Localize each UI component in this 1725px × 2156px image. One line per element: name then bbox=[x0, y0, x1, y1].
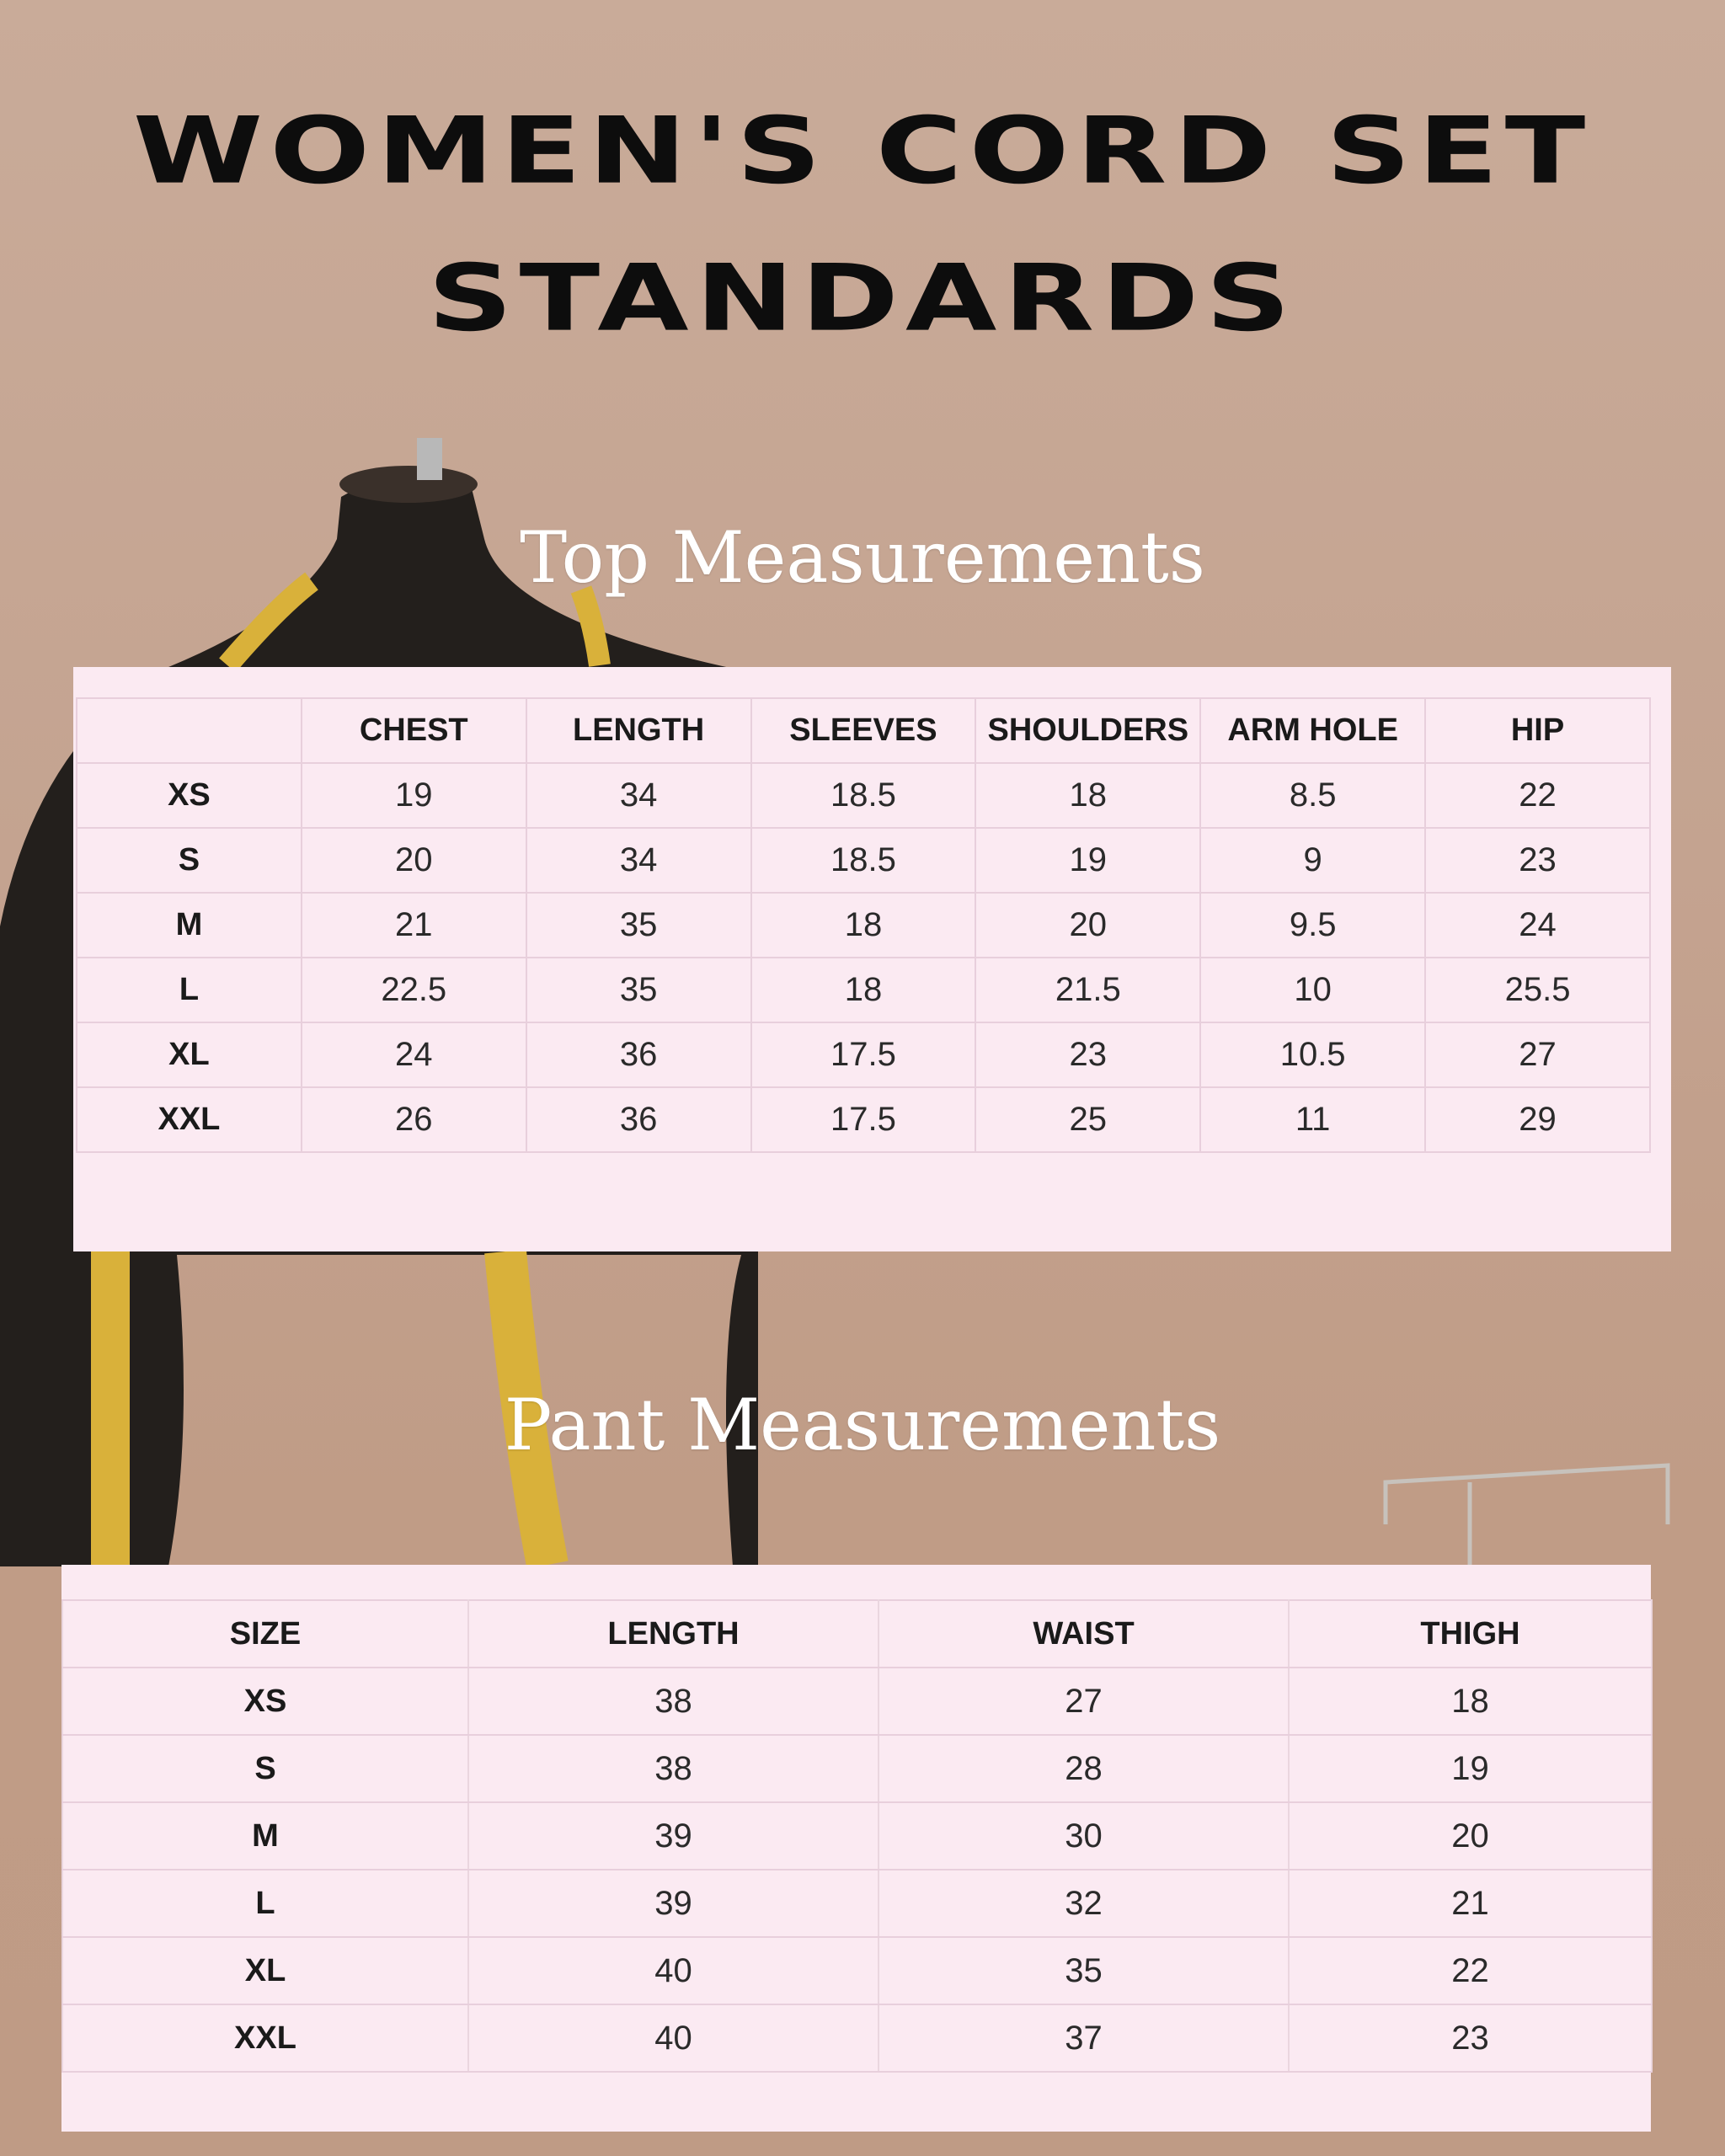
measurement-cell: 17.5 bbox=[750, 1086, 977, 1153]
column-header: LENGTH bbox=[525, 697, 752, 764]
header-row: CHEST LENGTH SLEEVES SHOULDERS ARM HOLE HIP bbox=[76, 697, 1651, 764]
measurement-cell: 19 bbox=[1288, 1734, 1653, 1803]
measurement-cell: 10.5 bbox=[1199, 1022, 1427, 1088]
column-header: ARM HOLE bbox=[1199, 697, 1427, 764]
measurement-cell: 36 bbox=[525, 1022, 752, 1088]
measurement-cell: 27 bbox=[878, 1667, 1290, 1736]
measurement-cell: 18.5 bbox=[750, 827, 977, 894]
table-row: XXL 40 37 23 bbox=[61, 2004, 1653, 2073]
top-measurements-table: CHEST LENGTH SLEEVES SHOULDERS ARM HOLE HIP XS… bbox=[76, 697, 1651, 1153]
size-label: XL bbox=[61, 1936, 469, 2005]
measurement-cell: 36 bbox=[525, 1086, 752, 1153]
size-label: XL bbox=[76, 1022, 302, 1088]
table-row: M 21 35 18 20 9.5 24 bbox=[76, 892, 1651, 958]
size-label: S bbox=[76, 827, 302, 894]
measurement-cell: 18 bbox=[750, 892, 977, 958]
measurement-cell: 18 bbox=[750, 957, 977, 1023]
measurement-cell: 21 bbox=[1288, 1869, 1653, 1938]
page-title-line2: STANDARDS bbox=[427, 245, 1298, 353]
pant-measurements-table: SIZE LENGTH WAIST THIGH XS 38 27 18 S 38 28 19 M 39 30… bbox=[61, 1599, 1653, 2073]
measurement-cell: 11 bbox=[1199, 1086, 1427, 1153]
measurement-cell: 39 bbox=[467, 1801, 879, 1870]
measurement-cell: 8.5 bbox=[1199, 762, 1427, 829]
column-header: WAIST bbox=[878, 1599, 1290, 1668]
table-row: XS 38 27 18 bbox=[61, 1667, 1653, 1736]
table-row: M 39 30 20 bbox=[61, 1801, 1653, 1870]
measurement-cell: 27 bbox=[1424, 1022, 1651, 1088]
measurement-cell: 35 bbox=[878, 1936, 1290, 2005]
measurement-cell: 34 bbox=[525, 762, 752, 829]
top-measurements-heading: Top Measurements bbox=[520, 516, 1205, 599]
measurement-cell: 39 bbox=[467, 1869, 879, 1938]
measurement-cell: 35 bbox=[525, 957, 752, 1023]
column-header: LENGTH bbox=[467, 1599, 879, 1668]
column-header: THIGH bbox=[1288, 1599, 1653, 1668]
measurement-cell: 25 bbox=[975, 1086, 1202, 1153]
column-header: SLEEVES bbox=[750, 697, 977, 764]
measurement-cell: 18 bbox=[1288, 1667, 1653, 1736]
size-label: XXL bbox=[76, 1086, 302, 1153]
measurement-cell: 30 bbox=[878, 1801, 1290, 1870]
measurement-cell: 35 bbox=[525, 892, 752, 958]
measurement-cell: 29 bbox=[1424, 1086, 1651, 1153]
table-row: L 39 32 21 bbox=[61, 1869, 1653, 1938]
measurement-cell: 9.5 bbox=[1199, 892, 1427, 958]
measurement-cell: 28 bbox=[878, 1734, 1290, 1803]
measurement-cell: 19 bbox=[300, 762, 527, 829]
pant-measurements-heading: Pant Measurements bbox=[504, 1384, 1221, 1466]
measurement-cell: 32 bbox=[878, 1869, 1290, 1938]
measurement-cell: 22 bbox=[1424, 762, 1651, 829]
measurement-cell: 24 bbox=[1424, 892, 1651, 958]
size-label: L bbox=[76, 957, 302, 1023]
column-header: HIP bbox=[1424, 697, 1651, 764]
table-row: S 20 34 18.5 19 9 23 bbox=[76, 827, 1651, 894]
measurement-cell: 40 bbox=[467, 1936, 879, 2005]
measurement-cell: 18.5 bbox=[750, 762, 977, 829]
measurement-cell: 24 bbox=[300, 1022, 527, 1088]
measurement-cell: 20 bbox=[300, 827, 527, 894]
column-header: SHOULDERS bbox=[975, 697, 1202, 764]
table-row: XXL 26 36 17.5 25 11 29 bbox=[76, 1086, 1651, 1153]
size-label: S bbox=[61, 1734, 469, 1803]
measurement-cell: 23 bbox=[1424, 827, 1651, 894]
measurement-cell: 40 bbox=[467, 2004, 879, 2073]
table-row: L 22.5 35 18 21.5 10 25.5 bbox=[76, 957, 1651, 1023]
measurement-cell: 38 bbox=[467, 1667, 879, 1736]
measurement-cell: 34 bbox=[525, 827, 752, 894]
size-label: XS bbox=[76, 762, 302, 829]
measurement-cell: 20 bbox=[975, 892, 1202, 958]
measurement-cell: 10 bbox=[1199, 957, 1427, 1023]
measurement-cell: 21 bbox=[300, 892, 527, 958]
size-label: M bbox=[76, 892, 302, 958]
measurement-cell: 18 bbox=[975, 762, 1202, 829]
measurement-cell: 22.5 bbox=[300, 957, 527, 1023]
column-header: CHEST bbox=[300, 697, 527, 764]
size-label: L bbox=[61, 1869, 469, 1938]
page-title-line1: WOMEN'S CORD SET bbox=[132, 98, 1593, 205]
table-row: S 38 28 19 bbox=[61, 1734, 1653, 1803]
measurement-cell: 9 bbox=[1199, 827, 1427, 894]
column-header: SIZE bbox=[61, 1599, 469, 1668]
size-label: XXL bbox=[61, 2004, 469, 2073]
top-measurements-panel: CHEST LENGTH SLEEVES SHOULDERS ARM HOLE HIP XS… bbox=[73, 667, 1671, 1251]
measurement-cell: 25.5 bbox=[1424, 957, 1651, 1023]
measurement-cell: 21.5 bbox=[975, 957, 1202, 1023]
measurement-cell: 37 bbox=[878, 2004, 1290, 2073]
table-row: XL 40 35 22 bbox=[61, 1936, 1653, 2005]
size-label: XS bbox=[61, 1667, 469, 1736]
measurement-cell: 20 bbox=[1288, 1801, 1653, 1870]
measurement-cell: 19 bbox=[975, 827, 1202, 894]
header-row: SIZE LENGTH WAIST THIGH bbox=[61, 1599, 1653, 1668]
measurement-cell: 17.5 bbox=[750, 1022, 977, 1088]
table-row: XL 24 36 17.5 23 10.5 27 bbox=[76, 1022, 1651, 1088]
column-header bbox=[76, 697, 302, 764]
measurement-cell: 38 bbox=[467, 1734, 879, 1803]
measurement-cell: 23 bbox=[1288, 2004, 1653, 2073]
measurement-cell: 26 bbox=[300, 1086, 527, 1153]
measurement-cell: 22 bbox=[1288, 1936, 1653, 2005]
pant-measurements-panel: SIZE LENGTH WAIST THIGH XS 38 27 18 S 38 28 19 M 39 30… bbox=[61, 1565, 1653, 2132]
measurement-cell: 23 bbox=[975, 1022, 1202, 1088]
table-row: XS 19 34 18.5 18 8.5 22 bbox=[76, 762, 1651, 829]
size-label: M bbox=[61, 1801, 469, 1870]
